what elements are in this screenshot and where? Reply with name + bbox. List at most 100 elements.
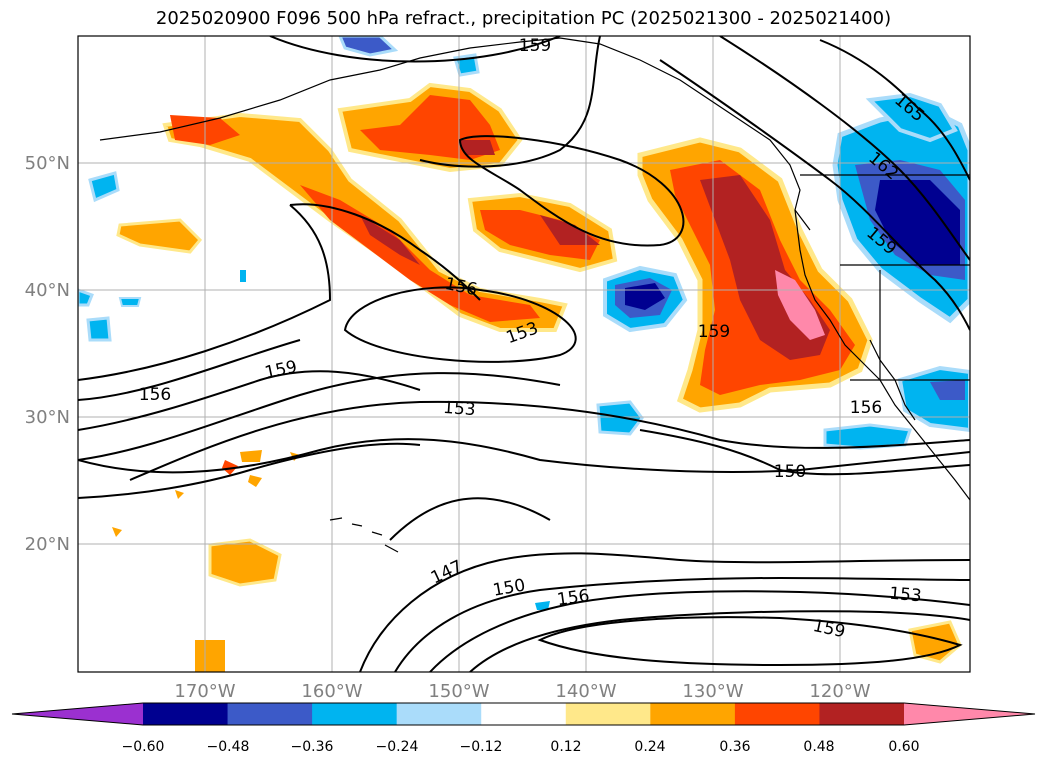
positive-blob-small-4 bbox=[112, 527, 122, 537]
dark-north-2 bbox=[460, 140, 495, 155]
contour-159-east bbox=[659, 59, 970, 331]
lon-label: 130°W bbox=[682, 681, 743, 702]
contour-west-loop-2 bbox=[78, 372, 561, 461]
refractivity-contours bbox=[78, 36, 970, 672]
negative-blob-north-top bbox=[338, 36, 399, 57]
negative-blob-west-5 bbox=[240, 270, 246, 282]
colorbar-swatch bbox=[143, 703, 229, 725]
contour-153-south bbox=[469, 610, 970, 672]
contour-153-band bbox=[129, 400, 970, 481]
colorbar-tick-label: −0.12 bbox=[460, 739, 503, 755]
contour-south-loop bbox=[389, 497, 551, 541]
contour-label-group: 159 165 162 159 156 153 159 156 159 153 … bbox=[139, 36, 928, 642]
contour-label: 156 bbox=[139, 385, 171, 405]
map-frame bbox=[77, 35, 971, 673]
positive-blob-small-5 bbox=[175, 490, 184, 499]
positive-blob-hawaii-west bbox=[208, 538, 282, 587]
contour-162-east bbox=[719, 36, 970, 261]
red-mid-band bbox=[480, 210, 600, 260]
negative-blob-west-2 bbox=[86, 316, 112, 342]
lon-label: 150°W bbox=[428, 681, 489, 702]
contour-147 bbox=[359, 552, 970, 672]
lat-label: 30°N bbox=[25, 407, 70, 428]
latitude-labels: 50°N 40°N 30°N 20°N bbox=[25, 153, 70, 555]
lon-label: 170°W bbox=[174, 681, 235, 702]
contour-label: 159 bbox=[519, 36, 551, 56]
colorbar-tick-label: −0.36 bbox=[291, 739, 334, 755]
map-title: 2025020900 F096 500 hPa refract., precip… bbox=[155, 8, 892, 29]
colorbar: −0.60 −0.48 −0.36 −0.24 −0.12 0.12 0.24 … bbox=[11, 702, 1036, 755]
lat-label: 50°N bbox=[25, 153, 70, 174]
dark-mid-band bbox=[540, 215, 600, 245]
border-lines bbox=[800, 174, 970, 381]
contour-label: 153 bbox=[442, 398, 476, 420]
colorbar-tick-label: 0.48 bbox=[803, 739, 834, 755]
colorbar-tick-label: 0.36 bbox=[719, 739, 750, 755]
colorbar-segments bbox=[12, 703, 1035, 725]
contour-165-east bbox=[819, 39, 970, 181]
negative-blob-west-4 bbox=[118, 297, 142, 307]
contour-label: 150 bbox=[774, 462, 806, 482]
colorbar-outline bbox=[11, 702, 1036, 726]
positive-blob-small-2 bbox=[240, 450, 262, 462]
colorbar-tick-label: −0.48 bbox=[207, 739, 250, 755]
colorbar-tick-label: 0.60 bbox=[888, 739, 919, 755]
red-band-west bbox=[300, 185, 540, 322]
contour-label: 153 bbox=[888, 584, 922, 607]
contour-156-south bbox=[429, 590, 970, 672]
negative-east-south-inner bbox=[930, 380, 965, 400]
positive-blob-small-3 bbox=[248, 475, 262, 487]
lon-label: 160°W bbox=[301, 681, 362, 702]
contour-label: 156 bbox=[850, 398, 882, 418]
gridlines bbox=[78, 36, 970, 672]
colorbar-swatch bbox=[650, 703, 736, 725]
colorbar-ticks: −0.60 −0.48 −0.36 −0.24 −0.12 0.12 0.24 … bbox=[122, 739, 920, 755]
colorbar-tick-label: 0.24 bbox=[634, 739, 665, 755]
colorbar-swatch bbox=[312, 703, 398, 725]
precipitation-shading bbox=[78, 36, 970, 672]
lon-label: 140°W bbox=[555, 681, 616, 702]
negative-blob-sw-1 bbox=[535, 601, 550, 610]
contour-159-north bbox=[269, 36, 561, 63]
contour-ellipse-153 bbox=[343, 286, 577, 363]
negative-east-top bbox=[865, 92, 958, 143]
lat-label: 40°N bbox=[25, 280, 70, 301]
colorbar-swatch bbox=[734, 703, 820, 725]
contour-wave-mid bbox=[419, 36, 601, 168]
contour-west-loop-1 bbox=[78, 370, 421, 431]
positive-blob-south bbox=[195, 640, 225, 672]
longitude-labels: 170°W 160°W 150°W 140°W 130°W 120°W bbox=[174, 681, 870, 702]
contour-156-mid bbox=[289, 203, 481, 301]
positive-blob-se bbox=[908, 620, 962, 664]
hawaii-islands bbox=[329, 517, 399, 553]
colorbar-swatch bbox=[396, 703, 482, 725]
contour-150-south bbox=[394, 576, 970, 672]
dark-red-band-west bbox=[360, 215, 420, 265]
colorbar-tick-label: −0.24 bbox=[376, 739, 419, 755]
colorbar-extend-low bbox=[12, 703, 143, 725]
colorbar-extend-high bbox=[904, 703, 1035, 725]
contour-north-loop bbox=[458, 135, 685, 247]
contour-west-lower bbox=[78, 442, 421, 499]
contour-150-band bbox=[78, 438, 970, 474]
colorbar-tick-label: −0.60 bbox=[122, 739, 165, 755]
colorbar-tick-label: 0.12 bbox=[550, 739, 581, 755]
map-area: 159 165 162 159 156 153 159 156 159 153 … bbox=[78, 36, 970, 672]
contour-150-east bbox=[639, 429, 970, 476]
contour-label: 159 bbox=[698, 322, 730, 342]
negative-blob-west-1 bbox=[88, 171, 120, 203]
colorbar-swatch bbox=[819, 703, 905, 725]
contour-156-west bbox=[78, 339, 301, 401]
contour-159-south bbox=[537, 616, 963, 667]
lon-label: 120°W bbox=[809, 681, 870, 702]
contour-label: 156 bbox=[556, 586, 591, 610]
colorbar-swatch bbox=[227, 703, 313, 725]
alaska-coast bbox=[99, 37, 811, 231]
pink-coastal-band bbox=[775, 270, 825, 340]
negative-blob-west-3 bbox=[78, 288, 94, 307]
lat-label: 20°N bbox=[25, 534, 70, 555]
contour-159-west bbox=[78, 204, 332, 381]
colorbar-swatch bbox=[565, 703, 651, 725]
positive-small-west bbox=[116, 218, 203, 254]
